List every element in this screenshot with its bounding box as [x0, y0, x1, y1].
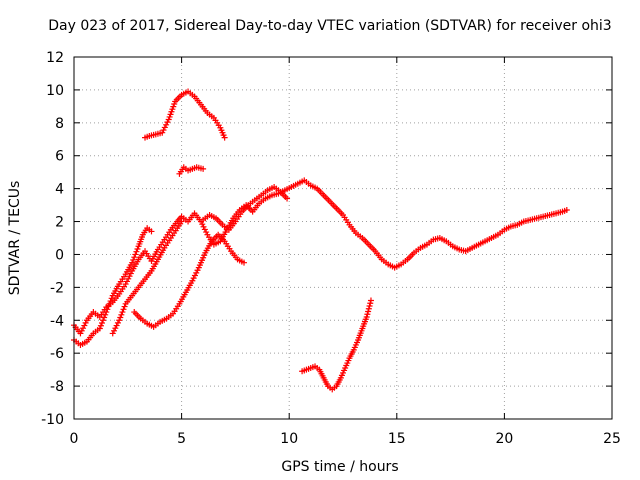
x-tick-label: 15: [388, 431, 406, 447]
y-tick-label: 8: [55, 116, 64, 132]
data-point: [112, 325, 119, 332]
data-point: [114, 319, 121, 326]
data-point: [118, 311, 125, 318]
data-point: [98, 320, 105, 327]
data-point: [108, 295, 115, 302]
x-tick-label: 10: [280, 431, 298, 447]
data-point: [200, 165, 207, 172]
data-point: [563, 207, 570, 214]
data-point: [123, 278, 130, 285]
data-point: [131, 254, 138, 261]
y-tick-label: 6: [55, 149, 64, 165]
data-point: [365, 308, 372, 315]
data-point: [284, 195, 291, 202]
data-point: [190, 275, 197, 282]
axis-ticks: 0 5 10 15 20 25 -10 -8 -6 -4 -2 0 2 4 6 8 10 12: [41, 50, 621, 447]
data-points: [71, 88, 570, 393]
data-point: [127, 270, 134, 277]
data-point: [116, 317, 123, 324]
data-point: [200, 223, 207, 230]
data-point: [160, 127, 167, 134]
y-tick-label: -6: [50, 346, 64, 362]
data-point: [101, 314, 108, 321]
data-point: [178, 218, 185, 225]
y-tick-label: 0: [55, 247, 64, 263]
data-point: [163, 121, 170, 128]
y-tick-label: -4: [50, 313, 64, 329]
data-point: [161, 124, 168, 131]
data-point: [191, 272, 198, 279]
data-point: [364, 311, 371, 318]
data-point: [77, 330, 84, 337]
data-point: [367, 297, 374, 304]
data-point: [120, 306, 127, 313]
data-point: [199, 221, 206, 228]
data-point: [129, 259, 136, 266]
y-tick-label: 10: [46, 83, 64, 99]
data-point: [122, 281, 129, 288]
x-tick-label: 25: [603, 431, 621, 447]
data-point: [164, 119, 171, 126]
y-tick-label: 12: [46, 50, 64, 66]
data-point: [104, 306, 111, 313]
plot-frame: [73, 56, 613, 420]
data-point: [113, 322, 120, 329]
grid-lines: [74, 57, 612, 419]
data-point: [109, 330, 116, 337]
data-point: [105, 303, 112, 310]
x-axis-label: GPS time / hours: [281, 459, 398, 475]
data-point: [221, 134, 228, 141]
data-point: [80, 325, 87, 332]
data-point: [193, 269, 200, 276]
data-point: [134, 245, 141, 252]
data-point: [100, 317, 107, 324]
data-point: [125, 275, 132, 282]
data-point: [365, 305, 372, 312]
data-point: [78, 327, 85, 334]
y-axis-label: SDTVAR / TECUs: [7, 181, 23, 296]
data-point: [96, 325, 103, 332]
data-point: [133, 248, 140, 255]
data-point: [194, 267, 201, 274]
data-point: [363, 313, 370, 320]
chart-title: Day 023 of 2017, Sidereal Day-to-day VTE…: [48, 18, 611, 34]
data-point: [132, 251, 139, 258]
data-point: [81, 322, 88, 329]
data-point: [119, 309, 126, 316]
data-point: [82, 319, 89, 326]
x-tick-label: 0: [70, 431, 79, 447]
data-point: [366, 303, 373, 310]
data-point: [111, 327, 118, 334]
y-tick-label: -2: [50, 280, 64, 296]
data-point: [102, 311, 109, 318]
x-tick-label: 20: [495, 431, 513, 447]
data-point: [103, 309, 110, 316]
data-point: [159, 129, 166, 136]
data-point: [201, 226, 208, 233]
data-point: [130, 256, 137, 263]
y-tick-label: 2: [55, 215, 64, 231]
data-point: [121, 303, 128, 310]
y-tick-label: -8: [50, 379, 64, 395]
data-point: [97, 322, 104, 329]
data-point: [106, 300, 113, 307]
data-point: [241, 259, 248, 266]
y-tick-label: 4: [55, 182, 64, 198]
data-point: [203, 229, 210, 236]
data-point: [126, 273, 133, 280]
y-tick-label: -10: [41, 412, 64, 428]
data-point: [148, 228, 155, 235]
data-point: [189, 277, 196, 284]
x-tick-label: 5: [177, 431, 186, 447]
data-point: [117, 314, 124, 321]
data-point: [367, 300, 374, 307]
data-point: [107, 298, 114, 305]
